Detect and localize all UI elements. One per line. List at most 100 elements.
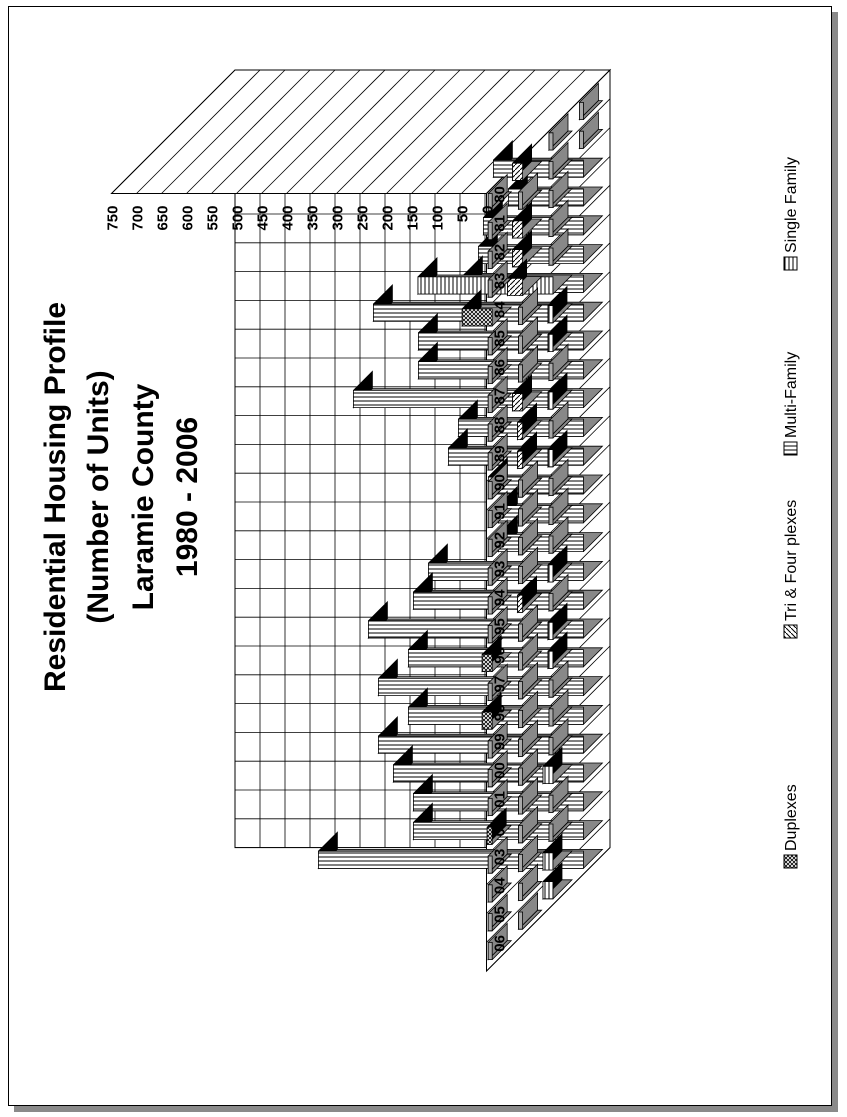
bar-front-face	[542, 881, 554, 900]
bar-front-face	[487, 509, 493, 528]
bar-multi-family-81	[548, 141, 573, 180]
bar-multi-family-95	[547, 544, 573, 583]
bar-duplexes-90	[487, 461, 513, 500]
bar-front-face	[512, 162, 523, 181]
bar-front-face	[548, 708, 554, 727]
bar-front-face	[547, 449, 554, 468]
side-wall-gridline	[286, 69, 411, 194]
side-wall-gridline	[111, 69, 236, 194]
bar-duplexes-94	[487, 576, 513, 615]
year-tick-label: 96	[492, 647, 509, 664]
bar-duplexes-01	[487, 778, 513, 817]
bar-tri-four-plexes-81	[517, 172, 543, 211]
bar-front-face	[542, 852, 554, 871]
bar-duplexes-88	[487, 404, 513, 443]
bar-single-family-80	[578, 82, 604, 121]
bar-multi-family-87	[547, 314, 573, 353]
bar-tri-four-plexes-85	[517, 287, 543, 326]
bar-multi-family-00	[548, 688, 573, 727]
bar-multi-family-91	[547, 429, 573, 468]
bar-duplexes-89	[487, 432, 513, 471]
year-tick-label: 82	[492, 244, 509, 261]
bar-front-face	[487, 769, 493, 788]
bar-tri-four-plexes-00	[517, 719, 543, 758]
bar-multi-family-05	[542, 832, 573, 871]
year-tick-label: 01	[492, 791, 509, 808]
bar-duplexes-87	[487, 375, 513, 414]
bar-multi-family-93	[548, 487, 573, 526]
bar-tri-four-plexes-05	[517, 863, 543, 902]
value-tick-label: 200	[380, 206, 397, 231]
year-tick-label: 83	[492, 273, 509, 290]
bar-front-face	[547, 650, 554, 669]
bar-front-face	[518, 738, 523, 757]
legend-item-tri-four-plexes: Tri & Four plexes	[783, 500, 800, 639]
legend-label: Multi-Family	[783, 352, 800, 438]
bar-front-face	[512, 220, 523, 239]
bar-front-face	[487, 913, 493, 932]
bar-front-face	[517, 450, 523, 469]
bar-front-face	[487, 221, 493, 241]
bar-front-face	[547, 564, 554, 583]
bar-front-face	[518, 652, 523, 671]
bar-front-face	[487, 596, 493, 615]
bar-front-face	[518, 911, 523, 930]
bar-front-face	[518, 191, 523, 210]
bar-tri-four-plexes-84	[506, 258, 543, 297]
bar-duplexes-95	[487, 605, 513, 644]
year-tick-label: 86	[492, 359, 509, 376]
year-tick-label: 81	[492, 215, 509, 232]
side-wall-gridline	[311, 69, 436, 194]
bar-duplexes-05	[487, 893, 513, 932]
bar-multi-family-92	[548, 458, 573, 497]
year-tick-label: 97	[492, 676, 509, 693]
bar-front-face	[518, 681, 523, 700]
bar-duplexes-86	[487, 346, 513, 385]
bar-front-face	[487, 193, 493, 212]
bar-duplexes-83	[487, 260, 513, 299]
bar-front-face	[461, 308, 493, 327]
bar-single-family-81	[578, 111, 604, 150]
year-tick-label: 00	[492, 762, 509, 779]
bar-multi-family-98	[547, 631, 573, 670]
value-tick-label: 700	[130, 206, 147, 231]
bar-front-face	[518, 508, 523, 527]
bar-front-face	[481, 711, 493, 730]
bar-front-face	[547, 622, 554, 640]
bar-tri-four-plexes-92	[517, 488, 543, 527]
plot-area	[110, 68, 612, 973]
value-tick-label: 750	[105, 206, 122, 231]
bar-tri-four-plexes-83	[511, 229, 543, 268]
year-tick-label: 02	[492, 820, 509, 837]
legend-swatch	[783, 624, 798, 639]
year-tick-label: 91	[492, 503, 509, 520]
legend-swatch	[783, 256, 798, 271]
bar-tri-four-plexes-04	[517, 834, 543, 873]
bar-tri-four-plexes-99	[517, 690, 543, 729]
bar-front-face	[548, 794, 554, 813]
legend-item-multi-family: Multi-Family	[783, 352, 800, 456]
bar-front-face	[517, 421, 523, 441]
bar-front-face	[487, 740, 493, 759]
title-line-2: (Number of Units)	[82, 370, 115, 623]
side-wall-gridline	[361, 69, 486, 194]
bar-front-face	[548, 593, 554, 612]
bar-multi-family-04	[548, 804, 573, 843]
bar-front-face	[487, 394, 493, 413]
bar-tri-four-plexes-98	[517, 661, 543, 700]
side-wall-gridline	[211, 69, 336, 194]
bar-multi-family-99	[548, 660, 573, 699]
bar-tri-four-plexes-02	[517, 776, 543, 815]
bar-front-face	[517, 594, 523, 613]
legend-label: Duplexes	[783, 784, 800, 851]
value-tick-label: 600	[180, 206, 197, 231]
value-tick-label: 0	[480, 206, 497, 214]
year-tick-label: 05	[492, 906, 509, 923]
bar-duplexes-99	[487, 720, 513, 759]
bar-front-face	[518, 882, 523, 901]
side-wall-gridline	[386, 69, 511, 194]
year-tick-label: 92	[492, 532, 509, 549]
bar-tri-four-plexes-01	[517, 748, 543, 787]
side-wall-gridline	[436, 69, 561, 194]
bar-front-face	[518, 479, 523, 498]
